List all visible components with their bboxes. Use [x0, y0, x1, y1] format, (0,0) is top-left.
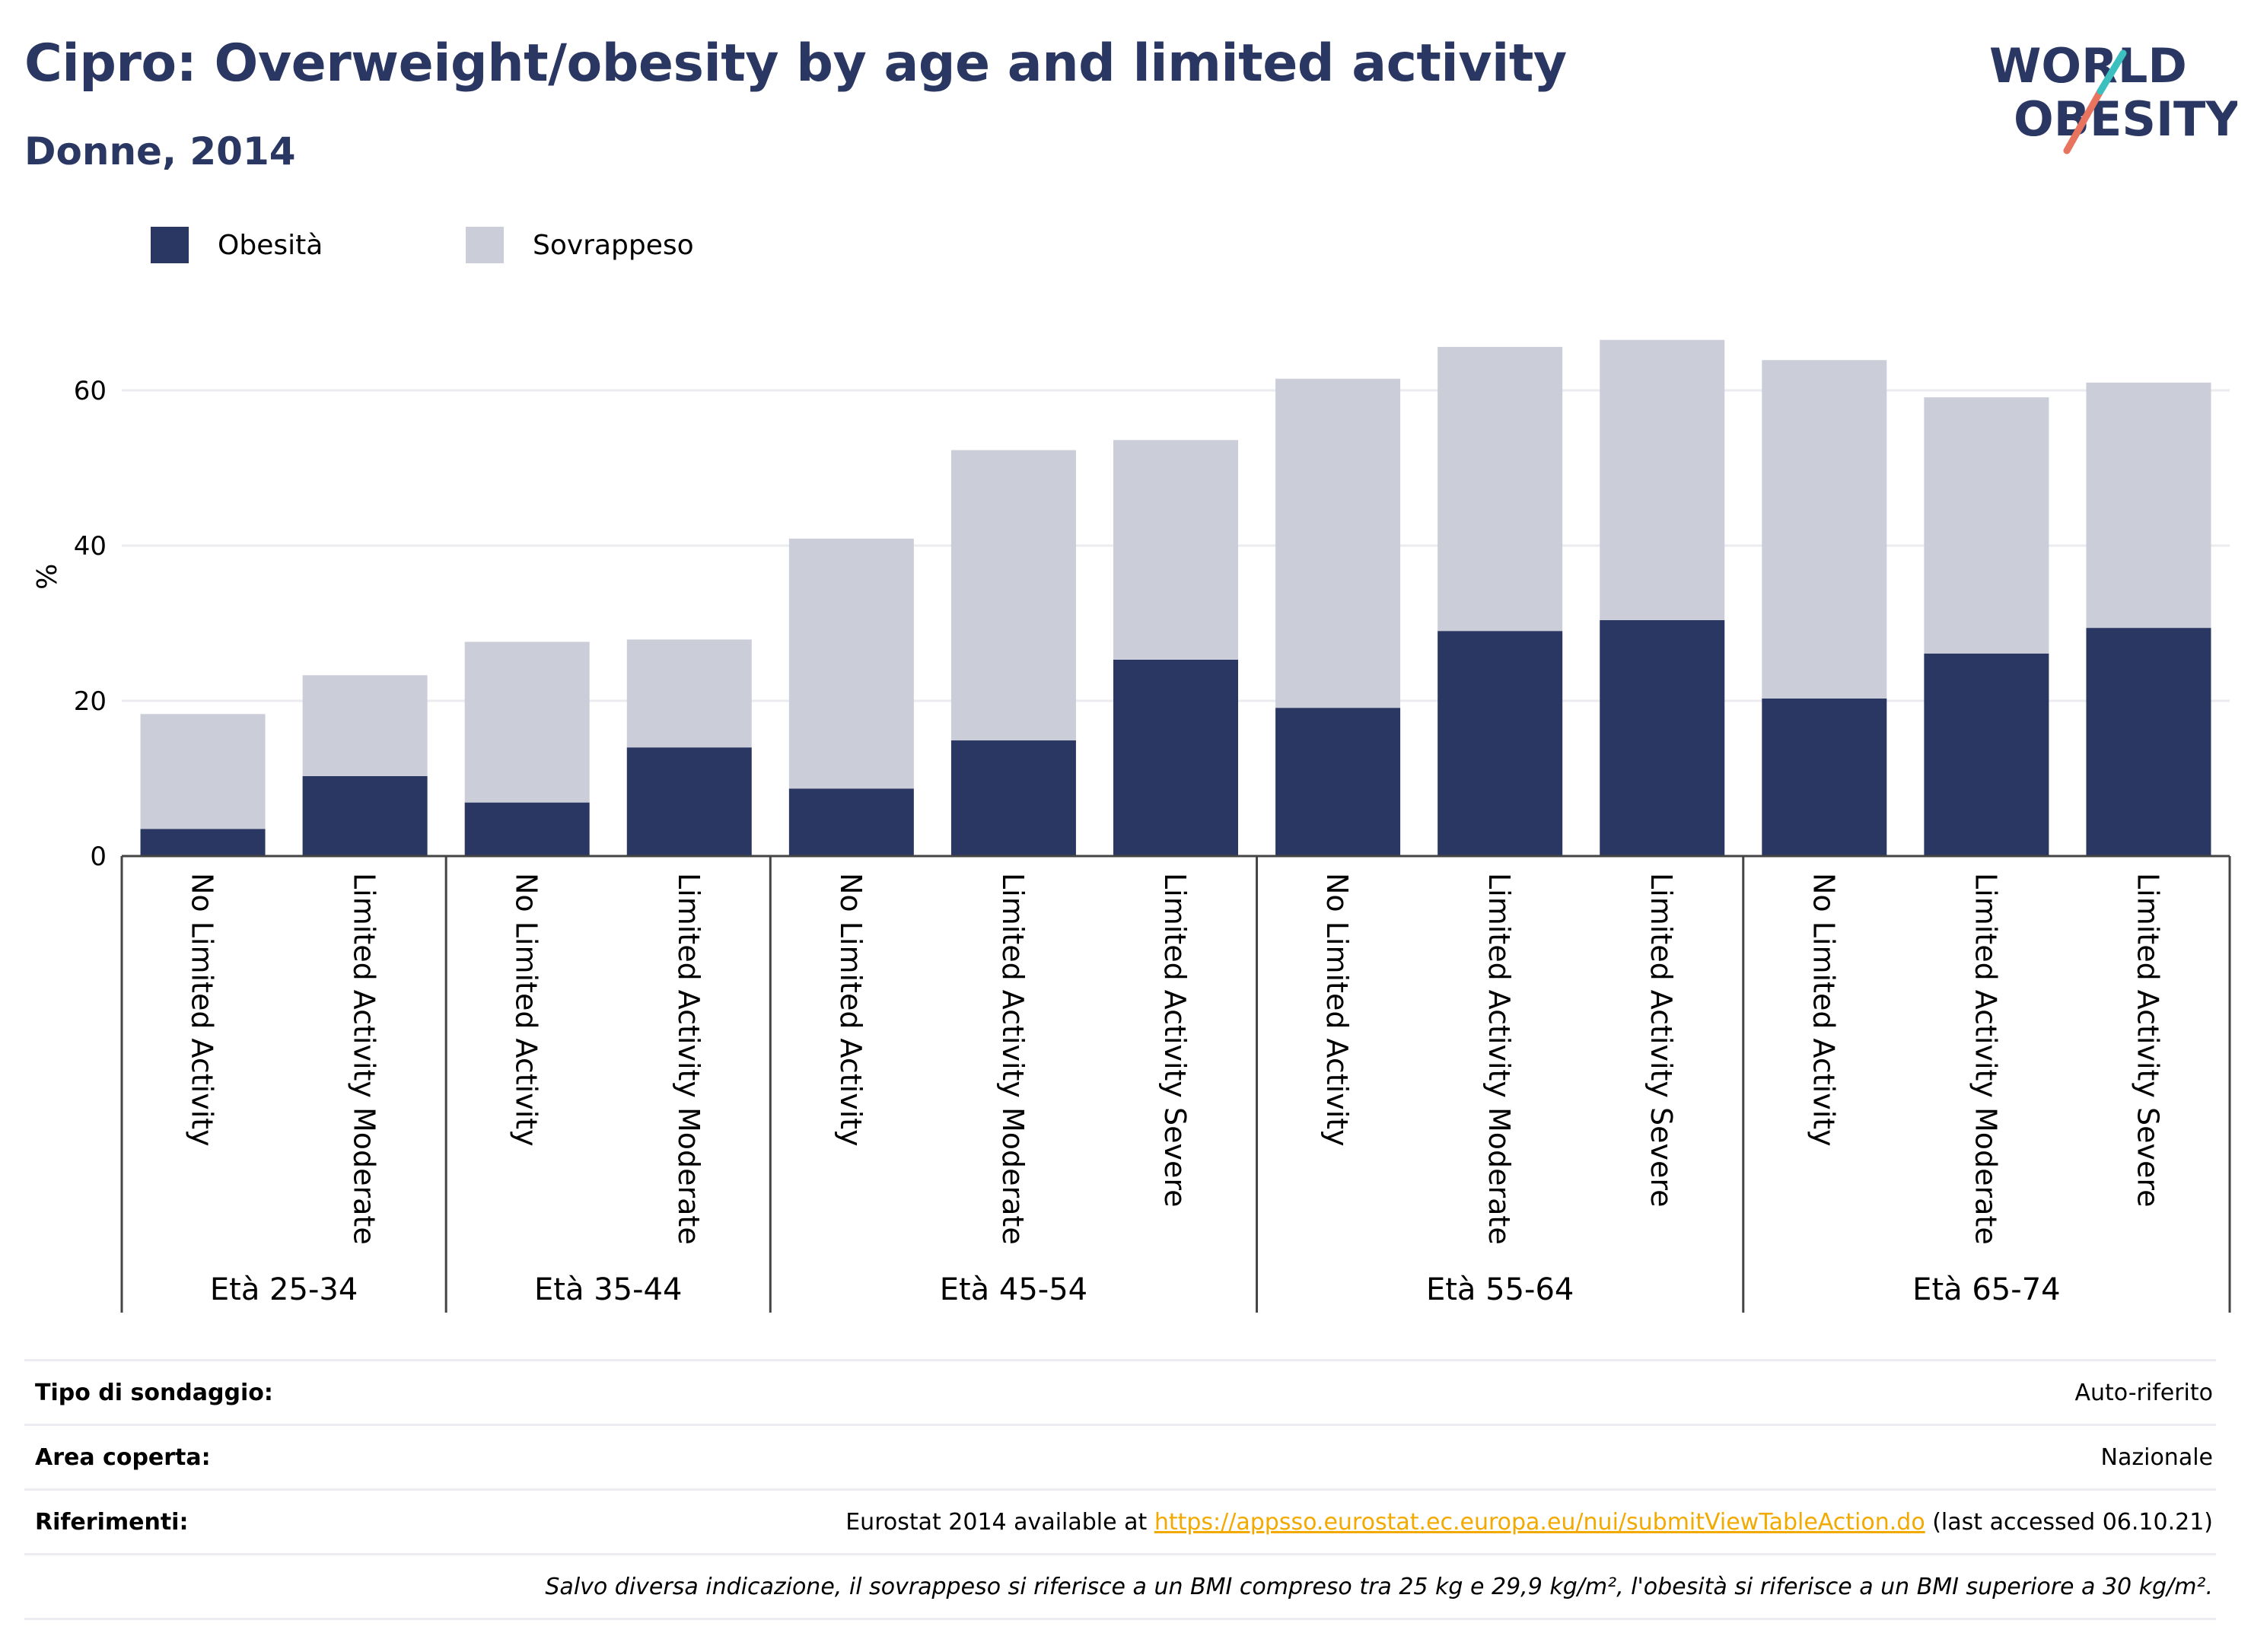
bar-overweight — [1438, 346, 1563, 632]
logo-line2: OBESITY — [2014, 91, 2237, 147]
legend-label-overweight: Sovrappeso — [533, 229, 694, 261]
x-tick-label: Limited Activity Moderate — [348, 873, 381, 1245]
bar-overweight — [788, 538, 914, 789]
x-tick-label: No Limited Activity — [1320, 873, 1354, 1147]
y-tick-label: 60 — [74, 376, 107, 406]
bar-obesity — [464, 802, 590, 856]
definition-note: Salvo diversa indicazione, il sovrappeso… — [545, 1573, 2213, 1600]
group-label: Età 55-64 — [1426, 1272, 1574, 1307]
group-label: Età 65-74 — [1912, 1272, 2060, 1307]
bar-overweight — [1924, 397, 2049, 654]
x-tick-label: Limited Activity Moderate — [1482, 873, 1516, 1245]
bar-obesity — [1762, 698, 1887, 856]
info-row-note: Salvo diversa indicazione, il sovrappeso… — [24, 1553, 2216, 1620]
stacked-bar-chart: 0 20 40 60% No Limited Activity Limited Activ… — [32, 339, 2231, 1313]
bar-obesity — [140, 829, 266, 856]
bar-obesity — [2086, 628, 2211, 856]
legend-label-obesity: Obesità — [218, 229, 323, 261]
bar-overweight — [626, 639, 752, 748]
bar-overweight — [464, 641, 590, 803]
logo-line1: WORLD — [1989, 38, 2187, 94]
chart-subtitle: Donne, 2014 — [24, 129, 296, 173]
survey-type-value: Auto-riferito — [2074, 1379, 2213, 1406]
legend-item-obesity[interactable]: Obesità — [151, 227, 323, 263]
bar-obesity — [1600, 619, 1725, 856]
group-label: Età 25-34 — [210, 1272, 358, 1307]
bar-overweight — [1600, 339, 1725, 620]
references-suffix: (last accessed 06.10.21) — [1925, 1508, 2213, 1536]
y-tick-label: 20 — [74, 686, 107, 717]
survey-type-label: Tipo di sondaggio: — [35, 1379, 273, 1406]
legend-item-overweight[interactable]: Sovrappeso — [466, 227, 694, 263]
info-row-references: Riferimenti: Eurostat 2014 available at … — [24, 1488, 2216, 1553]
bar-overweight — [1275, 378, 1401, 708]
bar-overweight — [140, 714, 266, 829]
area-value: Nazionale — [2100, 1444, 2213, 1471]
references-label: Riferimenti: — [35, 1508, 189, 1536]
x-tick-label: No Limited Activity — [834, 873, 868, 1147]
group-label: Età 35-44 — [534, 1272, 682, 1307]
y-tick-label: 0 — [90, 842, 107, 872]
x-tick-label: Limited Activity Moderate — [996, 873, 1030, 1245]
bar-overweight — [950, 450, 1076, 741]
x-tick-label: No Limited Activity — [510, 873, 543, 1147]
bar-obesity — [302, 775, 428, 856]
bar-overweight — [1113, 440, 1238, 660]
y-tick-label: 40 — [74, 531, 107, 562]
legend-swatch-overweight — [466, 227, 504, 263]
bar-obesity — [788, 788, 914, 856]
legend-swatch-obesity — [151, 227, 189, 263]
info-row-survey: Tipo di sondaggio: Auto-riferito — [24, 1359, 2216, 1424]
info-table: Tipo di sondaggio: Auto-riferito Area co… — [24, 1359, 2216, 1620]
bar-obesity — [626, 747, 752, 856]
bar-overweight — [2086, 382, 2211, 629]
logo-slash-teal — [2097, 49, 2127, 95]
bar-overweight — [302, 675, 428, 776]
x-tick-label: No Limited Activity — [186, 873, 219, 1147]
bar-obesity — [1275, 708, 1401, 856]
world-obesity-logo: WORLD OBESITY — [1989, 38, 2237, 154]
bar-overweight — [1762, 360, 1887, 699]
x-tick-label: Limited Activity Severe — [1644, 873, 1678, 1208]
references-value: Eurostat 2014 available at https://appss… — [845, 1509, 2216, 1536]
bar-obesity — [1113, 659, 1238, 856]
group-label: Età 45-54 — [940, 1272, 1087, 1307]
bar-obesity — [1438, 631, 1563, 856]
x-tick-label: Limited Activity Severe — [1158, 873, 1192, 1208]
x-tick-label: Limited Activity Moderate — [672, 873, 705, 1245]
x-tick-label: No Limited Activity — [1807, 873, 1840, 1147]
y-axis-label: % — [32, 564, 63, 590]
bar-obesity — [950, 740, 1076, 856]
chart-title: Cipro: Overweight/obesity by age and lim… — [24, 33, 1567, 94]
x-tick-label: Limited Activity Severe — [2131, 873, 2164, 1208]
references-prefix: Eurostat 2014 available at — [845, 1508, 1154, 1536]
bar-obesity — [1924, 653, 2049, 856]
x-tick-label: Limited Activity Moderate — [1969, 873, 2002, 1245]
area-label: Area coperta: — [35, 1444, 211, 1471]
info-row-area: Area coperta: Nazionale — [24, 1424, 2216, 1488]
references-link[interactable]: https://appsso.eurostat.ec.europa.eu/nui… — [1154, 1508, 1925, 1536]
logo-slash-red — [2063, 88, 2104, 154]
